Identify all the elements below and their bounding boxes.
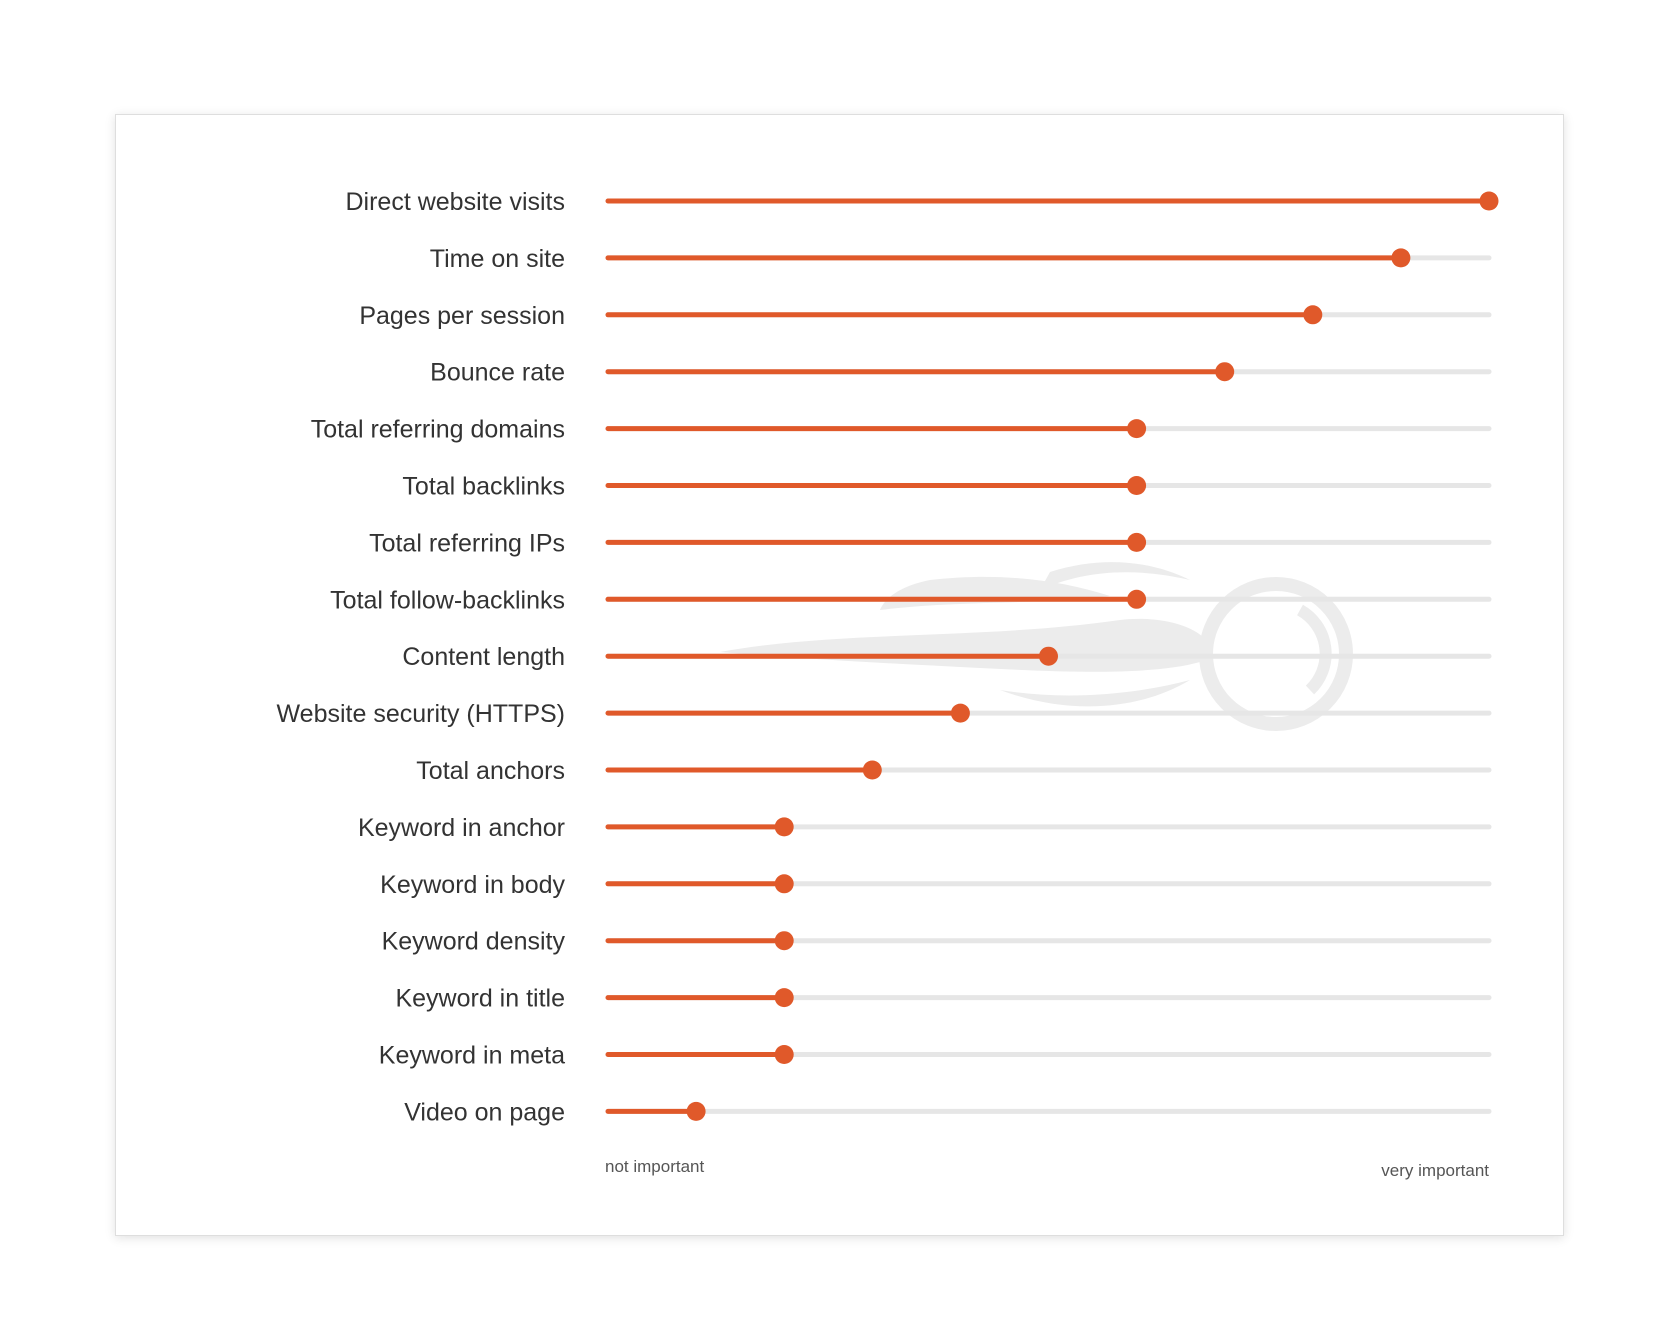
- value-dot: [774, 1045, 794, 1064]
- value-dot: [774, 874, 794, 894]
- category-label: Keyword density: [382, 928, 566, 956]
- axis-max-label: very important: [1381, 1161, 1489, 1180]
- value-dot: [1127, 589, 1147, 609]
- axis-min-label: not important: [605, 1157, 704, 1176]
- category-label: Keyword in meta: [379, 1042, 565, 1070]
- category-label: Total referring domains: [311, 416, 565, 444]
- chart-rows: Direct website visits Time on site Pages p…: [277, 188, 1499, 1126]
- value-dot: [1215, 362, 1235, 382]
- value-dot: [774, 988, 794, 1008]
- value-dot: [862, 760, 882, 780]
- chart-row: Total anchors: [416, 757, 1492, 785]
- category-label: Total referring IPs: [369, 529, 565, 557]
- chart-row: Website security (HTTPS): [277, 700, 1492, 728]
- category-label: Video on page: [404, 1098, 565, 1126]
- value-dot: [1127, 532, 1147, 552]
- category-label: Keyword in title: [395, 985, 565, 1013]
- value-dot: [1479, 191, 1499, 211]
- flame-logo-icon: [720, 562, 1353, 731]
- category-label: Time on site: [430, 245, 565, 273]
- category-label: Total follow-backlinks: [330, 586, 565, 614]
- chart-row: Total backlinks: [402, 473, 1492, 501]
- chart-row: Total referring domains: [311, 416, 1492, 444]
- chart-row: Keyword in body: [380, 871, 1492, 899]
- chart-row: Keyword density: [382, 928, 1492, 956]
- value-dot: [774, 817, 794, 837]
- category-label: Bounce rate: [430, 359, 565, 387]
- category-label: Direct website visits: [346, 188, 566, 216]
- value-dot: [1303, 305, 1323, 325]
- category-label: Content length: [402, 643, 565, 671]
- chart-row: Video on page: [404, 1098, 1492, 1126]
- category-label: Keyword in body: [380, 871, 565, 899]
- chart-row: Bounce rate: [430, 359, 1492, 387]
- chart-row: Total follow-backlinks: [330, 586, 1492, 614]
- chart-row: Keyword in title: [395, 985, 1492, 1013]
- value-dot: [1127, 419, 1147, 439]
- category-label: Keyword in anchor: [358, 814, 565, 842]
- chart-row: Content length: [402, 643, 1492, 671]
- value-dot: [1039, 646, 1058, 666]
- chart-row: Time on site: [430, 245, 1492, 273]
- category-label: Total backlinks: [402, 473, 565, 501]
- chart-row: Total referring IPs: [369, 529, 1492, 557]
- chart-row: Keyword in anchor: [358, 814, 1492, 842]
- value-dot: [774, 931, 794, 951]
- value-dot: [1127, 476, 1147, 495]
- value-dot: [1391, 248, 1411, 268]
- category-label: Website security (HTTPS): [277, 700, 565, 728]
- category-label: Pages per session: [359, 302, 565, 330]
- value-dot: [950, 703, 970, 723]
- chart-row: Direct website visits: [346, 188, 1499, 216]
- value-dot: [686, 1101, 706, 1121]
- chart-row: Keyword in meta: [379, 1042, 1492, 1070]
- category-label: Total anchors: [416, 757, 565, 785]
- chart-row: Pages per session: [359, 302, 1492, 330]
